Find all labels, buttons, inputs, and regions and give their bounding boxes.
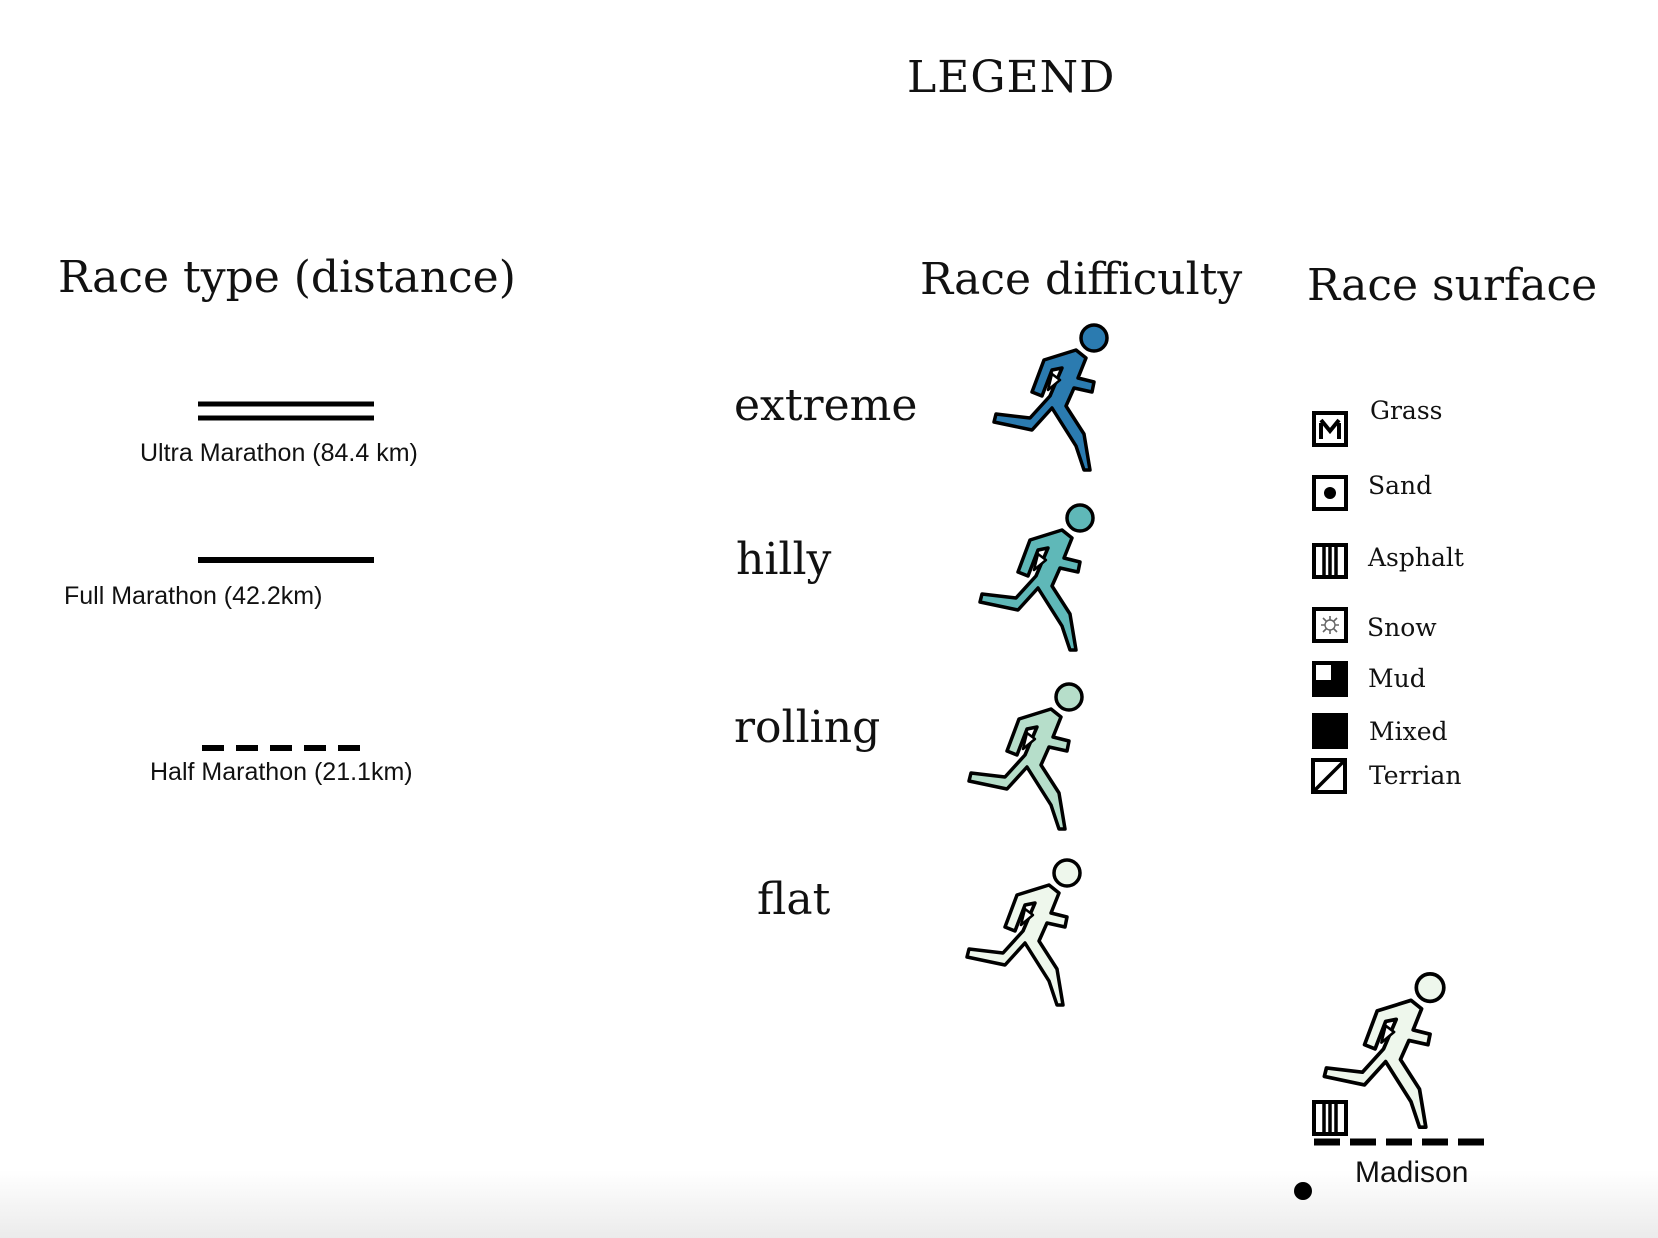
terrain-icon bbox=[1311, 758, 1347, 794]
surface-label-snow: Snow bbox=[1367, 613, 1437, 642]
example-half-marathon-line bbox=[1314, 1138, 1488, 1146]
difficulty-label-extreme: extreme bbox=[734, 380, 918, 431]
difficulty-label-hilly: hilly bbox=[736, 534, 832, 585]
snow-icon bbox=[1312, 607, 1348, 643]
runner-icon-hilly bbox=[978, 503, 1095, 652]
runner-icon-extreme bbox=[992, 323, 1109, 472]
mud-icon bbox=[1312, 661, 1348, 697]
full-marathon-label: Full Marathon (42.2km) bbox=[64, 582, 323, 610]
asphalt-icon bbox=[1312, 543, 1348, 579]
mixed-icon bbox=[1312, 713, 1348, 749]
madison-label: Madison bbox=[1355, 1156, 1469, 1189]
half-marathon-line bbox=[202, 745, 372, 751]
difficulty-label-flat: flat bbox=[757, 874, 831, 925]
madison-location-dot bbox=[1294, 1182, 1312, 1200]
surface-label-sand: Sand bbox=[1368, 471, 1433, 500]
grass-icon bbox=[1312, 411, 1348, 447]
surface-label-terrain: Terrian bbox=[1369, 761, 1462, 790]
runner-icon-flat bbox=[965, 858, 1082, 1007]
race-surface-title: Race surface bbox=[1307, 260, 1598, 311]
surface-label-mixed: Mixed bbox=[1369, 717, 1448, 746]
surface-label-asphalt: Asphalt bbox=[1368, 543, 1464, 572]
runner-icon-rolling bbox=[967, 682, 1084, 831]
race-difficulty-title: Race difficulty bbox=[920, 254, 1243, 305]
race-type-title: Race type (distance) bbox=[58, 252, 516, 303]
half-marathon-label: Half Marathon (21.1km) bbox=[150, 758, 413, 786]
surface-label-grass: Grass bbox=[1370, 396, 1443, 425]
surface-label-mud: Mud bbox=[1368, 664, 1426, 693]
ultra-marathon-label: Ultra Marathon (84.4 km) bbox=[140, 439, 418, 467]
sand-icon bbox=[1312, 475, 1348, 511]
legend-title: LEGEND bbox=[907, 52, 1116, 103]
example-asphalt-icon bbox=[1312, 1100, 1348, 1136]
ultra-marathon-line bbox=[198, 401, 374, 421]
difficulty-label-rolling: rolling bbox=[734, 702, 881, 753]
full-marathon-line bbox=[198, 557, 374, 563]
